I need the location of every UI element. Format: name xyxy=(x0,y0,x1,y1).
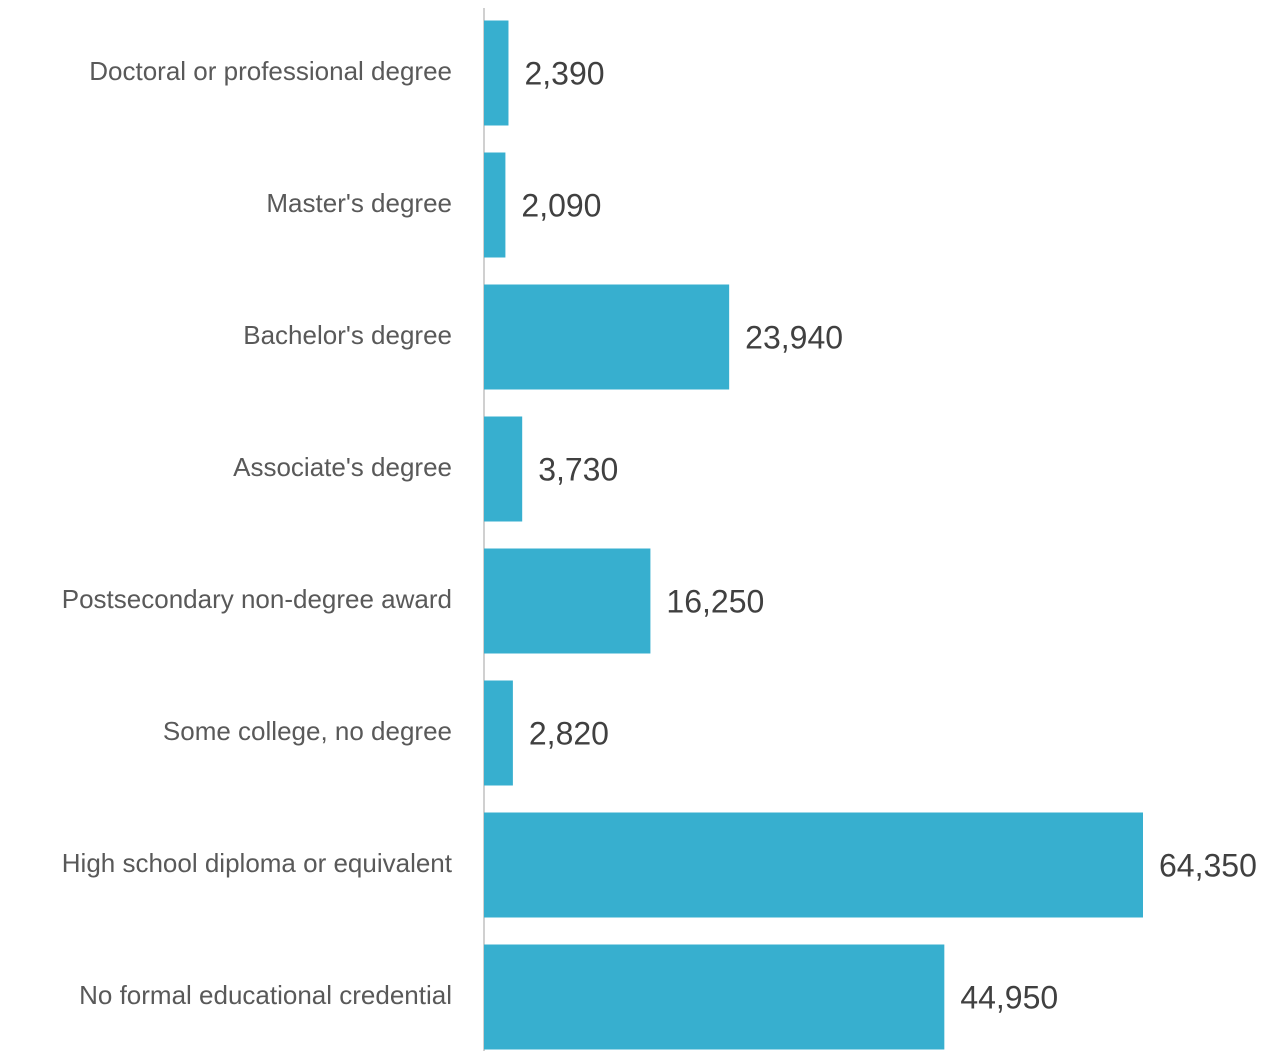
data-label: 23,940 xyxy=(745,319,843,355)
data-label: 2,090 xyxy=(521,187,601,223)
bar xyxy=(484,944,945,1050)
category-label: Some college, no degree xyxy=(163,716,452,746)
category-label: High school diploma or equivalent xyxy=(62,848,453,878)
category-label: No formal educational credential xyxy=(79,980,452,1010)
data-label: 64,350 xyxy=(1159,847,1257,883)
bar xyxy=(484,20,509,126)
data-label: 2,820 xyxy=(529,715,609,751)
bar xyxy=(484,548,651,654)
data-label: 2,390 xyxy=(524,55,604,91)
data-label: 44,950 xyxy=(960,979,1058,1015)
category-label: Associate's degree xyxy=(233,452,452,482)
data-label: 16,250 xyxy=(666,583,764,619)
category-label: Master's degree xyxy=(266,188,452,218)
bar xyxy=(484,416,523,522)
bar xyxy=(484,812,1143,918)
bar xyxy=(484,152,506,258)
bar xyxy=(484,284,730,390)
category-label: Bachelor's degree xyxy=(243,320,452,350)
category-label: Postsecondary non-degree award xyxy=(62,584,452,614)
bar xyxy=(484,680,513,786)
category-label: Doctoral or professional degree xyxy=(89,56,452,86)
data-label: 3,730 xyxy=(538,451,618,487)
